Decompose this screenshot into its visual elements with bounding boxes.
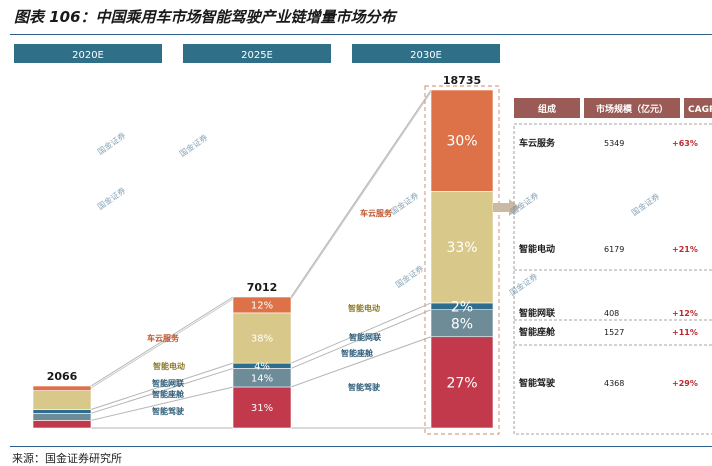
table-row-size: 1527 bbox=[604, 328, 624, 337]
table-row-name: 智能电动 bbox=[519, 243, 555, 255]
table-header-label: CAGR bbox=[688, 105, 712, 115]
bar-segment bbox=[32, 385, 92, 391]
segment-value-label: 14% bbox=[251, 373, 273, 384]
table-header-label: 组成 bbox=[538, 103, 556, 115]
bar-segment bbox=[32, 420, 92, 429]
table-row-cagr: +63% bbox=[672, 139, 698, 148]
watermark-text: 国金证券 bbox=[177, 132, 209, 159]
source-note: 来源：国金证券研究所 bbox=[12, 452, 122, 465]
series-name-label: 智能驾驶 bbox=[348, 382, 381, 392]
watermark-text: 国金证券 bbox=[95, 130, 127, 157]
arrow-head bbox=[509, 199, 520, 216]
watermark-text: 国金证券 bbox=[629, 191, 661, 218]
table-header-cell bbox=[514, 98, 580, 118]
connector-line bbox=[90, 298, 234, 389]
watermark-text: 国金证券 bbox=[393, 263, 425, 290]
segment-value-label: 30% bbox=[446, 134, 477, 150]
connector-line bbox=[90, 367, 234, 414]
watermark-text: 国金证券 bbox=[388, 190, 420, 217]
connector-line bbox=[290, 89, 432, 298]
bar-segment bbox=[430, 309, 494, 338]
segment-value-label: 2% bbox=[451, 299, 473, 315]
series-name-label: 智能网联 bbox=[152, 378, 184, 388]
year-header bbox=[352, 44, 500, 63]
table-row-name: 智能座舱 bbox=[519, 326, 556, 338]
table-header-label: 市场规模（亿元） bbox=[596, 103, 668, 115]
table-row-size: 4368 bbox=[604, 379, 624, 388]
segment-value-label: 27% bbox=[446, 375, 477, 391]
segment-value-label: 12% bbox=[251, 301, 273, 312]
bar-total-label: 2066 bbox=[47, 370, 78, 383]
arrow-body bbox=[493, 203, 509, 212]
segment-value-label: 33% bbox=[446, 240, 477, 256]
segment-value-label: 4% bbox=[254, 361, 270, 372]
connector-line bbox=[290, 309, 432, 369]
year-header bbox=[14, 44, 162, 63]
table-row-size: 5349 bbox=[604, 139, 624, 148]
table-header-cell bbox=[584, 98, 680, 118]
series-name-label: 智能座舱 bbox=[152, 389, 185, 399]
series-name-label: 智能电动 bbox=[153, 361, 185, 371]
table-frame bbox=[513, 123, 712, 435]
year-header bbox=[183, 44, 331, 63]
table-row-cagr: +29% bbox=[672, 379, 698, 388]
bar-segment bbox=[232, 296, 292, 314]
table-row-cagr: +21% bbox=[672, 245, 698, 254]
highlight-frame bbox=[424, 85, 500, 435]
watermark-text: 国金证券 bbox=[95, 185, 127, 212]
series-name-label: 智能座舱 bbox=[341, 348, 374, 358]
bar-segment bbox=[430, 191, 494, 304]
watermark-text: 国金证券 bbox=[507, 271, 539, 298]
bar-segment bbox=[32, 412, 92, 421]
bar-segment bbox=[430, 336, 494, 429]
segment-value-label: 38% bbox=[251, 334, 273, 345]
bar-segment bbox=[232, 312, 292, 364]
table-row-name: 车云服务 bbox=[519, 137, 556, 149]
connector-line bbox=[290, 302, 432, 364]
bar-segment bbox=[32, 390, 92, 410]
table-row-size: 6179 bbox=[604, 245, 624, 254]
series-name-label: 智能驾驶 bbox=[152, 406, 185, 416]
bar-segment bbox=[32, 409, 92, 414]
table-header-cell bbox=[684, 98, 712, 118]
connector-line bbox=[90, 386, 234, 421]
table-row-name: 智能网联 bbox=[519, 307, 556, 319]
segment-value-label: 31% bbox=[251, 403, 273, 414]
year-header-label: 2020E bbox=[72, 50, 104, 61]
series-name-label: 车云服务 bbox=[360, 208, 393, 218]
bar-segment bbox=[430, 89, 494, 192]
connector-line bbox=[90, 362, 234, 410]
connector-line bbox=[290, 91, 432, 300]
series-name-label: 智能电动 bbox=[348, 303, 380, 313]
bar-total-label: 18735 bbox=[443, 74, 481, 87]
table-row-cagr: +12% bbox=[672, 309, 698, 318]
year-header-label: 2030E bbox=[410, 50, 442, 61]
table-row-cagr: +11% bbox=[672, 328, 698, 337]
year-header-label: 2025E bbox=[241, 50, 273, 61]
segment-value-label: 8% bbox=[451, 316, 473, 332]
table-row-name: 智能驾驶 bbox=[519, 377, 556, 389]
bar-total-label: 7012 bbox=[247, 281, 278, 294]
connector-line bbox=[90, 296, 234, 387]
series-name-label: 车云服务 bbox=[147, 333, 180, 343]
chart-title: 图表 106：中国乘用车市场智能驾驶产业链增量市场分布 bbox=[14, 8, 396, 26]
connector-line bbox=[290, 336, 432, 388]
title-divider bbox=[10, 34, 712, 35]
table-row-size: 408 bbox=[604, 309, 619, 318]
series-name-label: 智能网联 bbox=[349, 332, 381, 342]
source-divider bbox=[10, 446, 712, 447]
